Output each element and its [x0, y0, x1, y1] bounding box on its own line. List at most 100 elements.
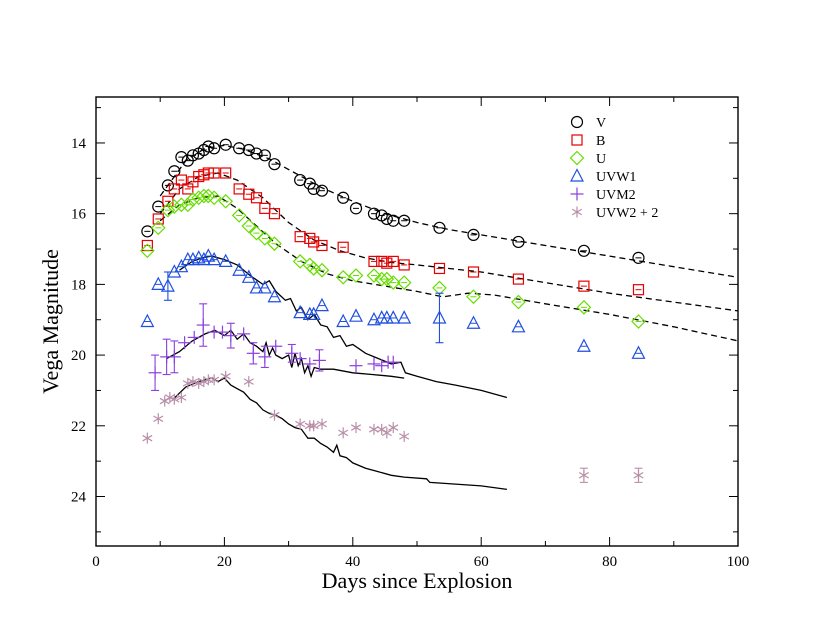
series-uvw2-2: [142, 370, 644, 483]
data-point: [399, 430, 410, 442]
series-uvw1: [140, 248, 646, 359]
data-point: [201, 188, 216, 204]
x-tick-label: 0: [92, 554, 100, 570]
data-point: [576, 338, 591, 352]
data-point: [257, 231, 273, 246]
data-point: [160, 202, 176, 218]
legend-label: B: [596, 134, 605, 149]
data-point: [577, 244, 591, 257]
data-point: [308, 236, 320, 248]
data-point: [303, 357, 317, 371]
x-tick-label: 20: [217, 554, 232, 570]
data-point: [246, 346, 260, 360]
data-point: [257, 280, 272, 294]
data-point: [224, 329, 238, 343]
model-curve-b-model: [159, 172, 739, 312]
data-point: [185, 251, 200, 266]
data-point: [396, 275, 412, 290]
data-point: [367, 207, 381, 220]
data-point: [220, 370, 231, 382]
legend-marker: [571, 206, 583, 218]
data-point: [308, 420, 319, 432]
data-point: [196, 251, 211, 266]
data-point: [186, 149, 200, 162]
data-point: [380, 212, 393, 226]
data-point: [268, 158, 281, 171]
data-point: [316, 418, 328, 430]
model-curve-u-model: [159, 195, 739, 342]
data-point: [268, 208, 281, 220]
data-point: [142, 432, 153, 444]
data-point: [368, 423, 380, 435]
data-point: [258, 149, 271, 162]
legend-label: V: [596, 116, 606, 131]
data-point: [632, 251, 645, 264]
data-point: [315, 184, 329, 197]
series-u: [140, 188, 646, 329]
series-b: [141, 167, 645, 296]
data-point: [379, 271, 395, 287]
data-point: [175, 151, 188, 164]
legend-label: UVM2: [596, 188, 636, 203]
data-point: [366, 268, 382, 283]
data-point: [233, 142, 246, 155]
data-point: [511, 319, 526, 333]
data-point: [398, 214, 411, 227]
data-point: [178, 336, 192, 350]
data-point: [241, 269, 256, 283]
y-tick-label: 22: [71, 419, 86, 435]
data-point: [385, 275, 401, 290]
data-point: [218, 193, 234, 209]
data-point: [215, 325, 229, 339]
data-point: [337, 191, 350, 204]
data-point: [182, 377, 193, 389]
data-point: [293, 304, 308, 319]
data-point: [304, 232, 316, 245]
data-point: [381, 257, 393, 269]
data-point: [433, 221, 446, 234]
legend-entry-v: V: [570, 115, 606, 131]
data-point: [159, 395, 170, 407]
data-point: [164, 392, 175, 404]
data-point: [386, 355, 400, 369]
y-tick-label: 14: [71, 136, 87, 152]
x-tick-label: 60: [474, 554, 489, 570]
data-point: [386, 310, 401, 324]
data-point: [631, 314, 646, 329]
y-tick-label: 24: [71, 490, 87, 506]
data-point: [397, 310, 412, 324]
data-point: [269, 409, 280, 421]
data-point: [512, 235, 525, 249]
y-axis-title: Vega Magnitude: [38, 249, 63, 394]
data-point: [512, 273, 525, 285]
data-point: [314, 297, 329, 312]
data-point: [337, 241, 349, 253]
data-point: [258, 350, 272, 364]
legend-entry-uvw1: UVW1: [570, 168, 636, 185]
data-point: [250, 192, 263, 204]
data-point: [292, 254, 308, 269]
data-point: [349, 308, 363, 322]
data-point: [175, 174, 187, 186]
data-point: [187, 330, 201, 344]
data-point: [141, 225, 154, 238]
data-point: [231, 208, 247, 223]
data-point: [367, 357, 381, 371]
data-point: [208, 142, 221, 155]
data-point: [374, 271, 390, 287]
data-point: [336, 313, 351, 328]
data-point: [196, 318, 210, 332]
data-point: [348, 268, 364, 283]
x-tick-label: 100: [727, 554, 750, 570]
series-v: [141, 138, 645, 264]
legend-entry-uvm2: UVM2: [570, 187, 636, 203]
data-point: [148, 366, 162, 380]
data-point: [306, 306, 321, 321]
data-point: [375, 359, 389, 373]
data-point: [140, 243, 155, 259]
data-point: [376, 423, 387, 435]
data-point: [161, 179, 175, 192]
data-point: [219, 138, 232, 151]
data-point: [267, 288, 282, 303]
data-point: [267, 236, 282, 252]
